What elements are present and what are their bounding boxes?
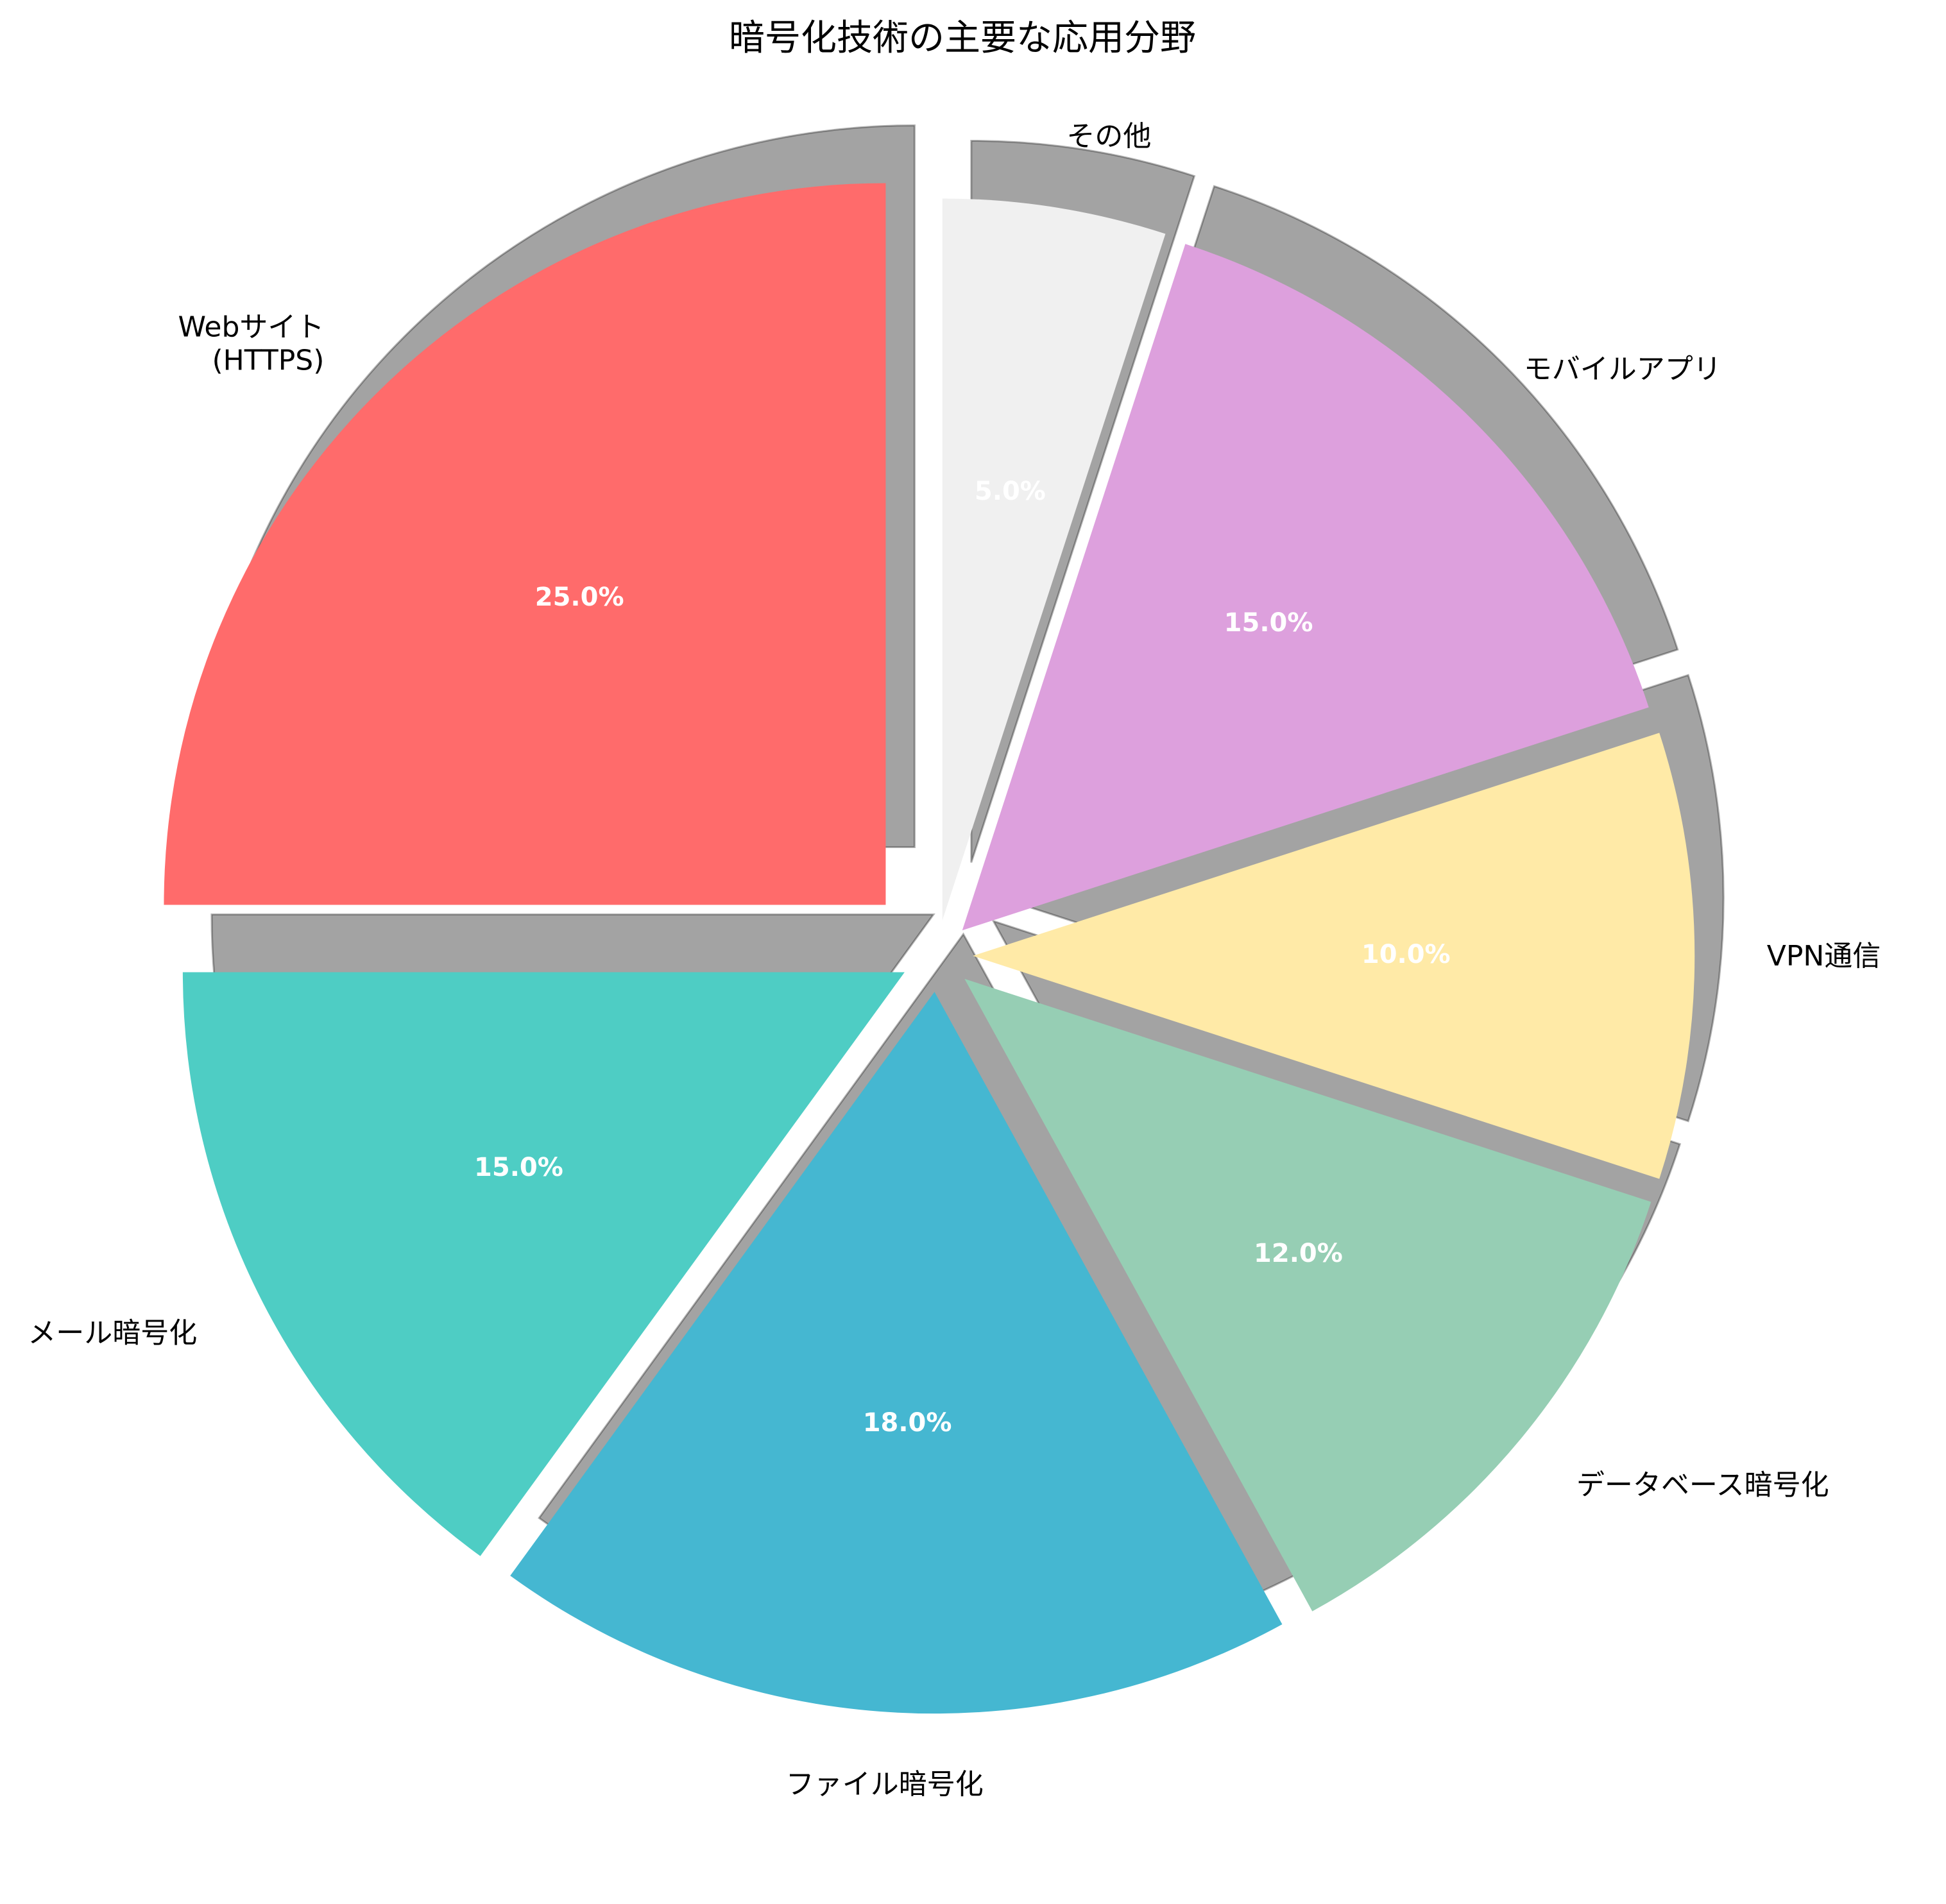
- percent-label-file-encryption: 18.0%: [863, 1408, 952, 1438]
- chart-title: 暗号化技術の主要な応用分野: [729, 17, 1196, 59]
- percent-label-email-encryption: 15.0%: [474, 1153, 563, 1182]
- category-label-vpn: VPN通信: [1767, 940, 1881, 973]
- category-label-web-https: Webサイト(HTTPS): [178, 310, 324, 377]
- percent-label-web-https: 25.0%: [535, 582, 624, 612]
- slice-mobile-app: [962, 244, 1649, 931]
- percent-label-mobile-app: 15.0%: [1224, 608, 1313, 638]
- category-label-email-encryption: メール暗号化: [28, 1316, 197, 1349]
- slice-file-encryption: [510, 992, 1283, 1714]
- percent-label-database-encryption: 12.0%: [1254, 1239, 1343, 1268]
- category-label-mobile-app: モバイルアプリ: [1524, 353, 1721, 386]
- slice-email-encryption: [182, 972, 905, 1556]
- slice-other: [942, 198, 1166, 921]
- percent-labels: 25.0% 15.0% 18.0% 12.0% 10.0% 15.0% 5.0%: [474, 477, 1451, 1438]
- slice-web-https: [164, 183, 886, 905]
- slices: [164, 183, 1695, 1714]
- category-label-other: その他: [1066, 120, 1151, 153]
- percent-label-vpn: 10.0%: [1361, 940, 1451, 969]
- slice-database-encryption: [964, 978, 1652, 1611]
- percent-label-other: 5.0%: [975, 477, 1046, 506]
- category-label-file-encryption: ファイル暗号化: [786, 1768, 984, 1801]
- slice-vpn: [973, 733, 1695, 1179]
- category-label-database-encryption: データベース暗号化: [1576, 1469, 1829, 1502]
